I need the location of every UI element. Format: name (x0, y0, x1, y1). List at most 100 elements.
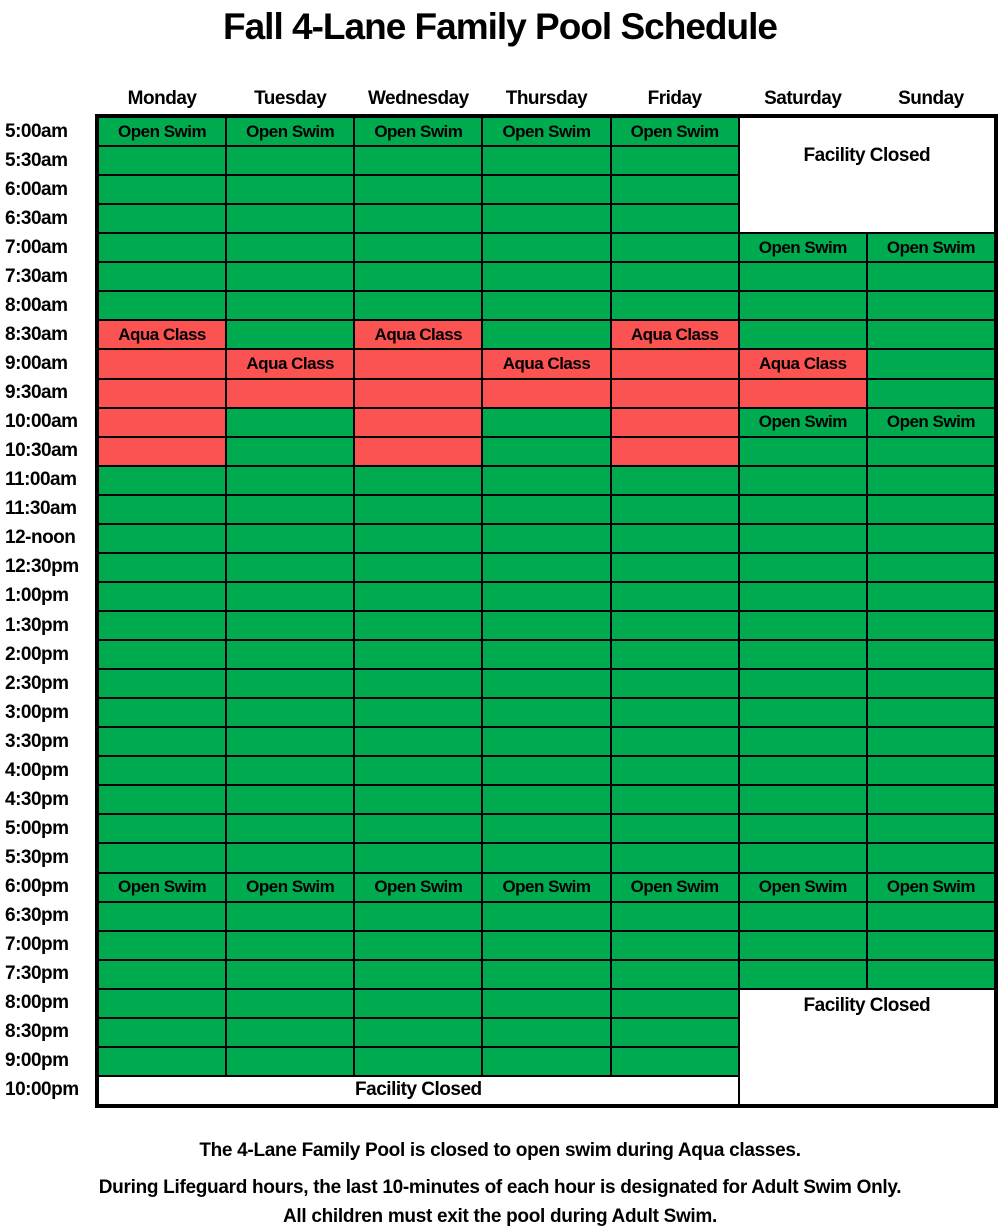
cell-tuesday-5:30pm (227, 844, 354, 872)
cell-thursday-7:30pm (483, 960, 610, 988)
cell-friday-7:30pm (611, 960, 738, 988)
cell-thursday-9:00pm (483, 1047, 610, 1075)
cell-tuesday-9:30am (227, 379, 354, 407)
cell-monday-6:30am (99, 205, 226, 233)
time-label-6:30pm: 6:30pm (5, 905, 69, 927)
cell-tuesday-1:30pm (227, 611, 354, 640)
cell-monday-8:00pm (99, 989, 226, 1017)
time-label-4:30pm: 4:30pm (5, 788, 69, 810)
cell-sunday-4:00pm (867, 757, 994, 785)
time-label-9:30am: 9:30am (5, 382, 68, 404)
cell-tuesday-12:30pm (227, 553, 354, 581)
cell-saturday-10:30am (739, 437, 866, 465)
cell-thursday-2:00pm (483, 641, 610, 669)
cell-friday-4:00pm (611, 757, 738, 785)
cell-thursday-5:00pm (483, 815, 610, 843)
cell-saturday-7:00pm (739, 931, 866, 959)
cell-saturday-10:00am: Open Swim (739, 408, 866, 436)
cell-friday-7:00pm (611, 931, 738, 959)
cell-sunday-4:30pm (867, 786, 994, 814)
cell-saturday-11:00am (739, 466, 866, 494)
cell-monday-11:30am (99, 495, 226, 523)
cell-tuesday-7:30pm (227, 960, 354, 988)
cell-tuesday-11:30am (227, 495, 354, 523)
cell-thursday-4:00pm (483, 757, 610, 785)
time-label-2:30pm: 2:30pm (5, 672, 69, 694)
cell-saturday-6:30pm (739, 902, 866, 930)
cell-saturday-8:30am (739, 321, 866, 349)
cell-wednesday-9:00pm (355, 1047, 482, 1075)
cell-wednesday-5:30am (355, 147, 482, 175)
time-label-8:00pm: 8:00pm (5, 992, 69, 1014)
cell-wednesday-10:30am (355, 437, 482, 465)
cell-monday-7:30am (99, 263, 226, 291)
time-label-2:00pm: 2:00pm (5, 643, 69, 665)
cell-tuesday-5:00pm (227, 815, 354, 843)
time-label-11:00am: 11:00am (5, 469, 77, 491)
cell-friday-9:00am (611, 350, 738, 378)
cell-wednesday-7:00pm (355, 931, 482, 959)
cell-wednesday-8:30pm (355, 1018, 482, 1046)
cell-wednesday-10:00am (355, 408, 482, 436)
cell-wednesday-6:30am (355, 205, 482, 233)
page-title: Fall 4-Lane Family Pool Schedule (223, 6, 778, 47)
cell-sunday-5:00pm (867, 815, 994, 843)
cell-tuesday-7:30am (227, 263, 354, 291)
cell-tuesday-6:00pm: Open Swim (227, 873, 354, 901)
cell-thursday-5:30pm (483, 844, 610, 872)
cell-friday-9:00pm (611, 1047, 738, 1075)
cell-monday-1:30pm (99, 611, 226, 640)
cell-friday-11:30am (611, 495, 738, 523)
time-label-column: 5:00am 5:30am 6:00am 6:30am 7:00am 7:30am 8:00… (5, 118, 93, 1104)
cell-friday-5:00pm (611, 815, 738, 843)
day-header-monday: Monday (127, 88, 197, 109)
cell-friday-6:30pm (611, 902, 738, 930)
cell-monday-5:30am (99, 147, 226, 175)
cell-thursday-7:00pm (483, 931, 610, 959)
time-label-7:00pm: 7:00pm (5, 934, 69, 956)
time-label-12:30pm: 12:30pm (5, 556, 79, 578)
cell-thursday-8:30am (483, 321, 610, 349)
cell-monday-3:30pm (99, 728, 226, 756)
cell-wednesday-12-noon (355, 524, 482, 552)
time-label-12-noon: 12-noon (5, 527, 76, 549)
cell-saturday-3:00pm (739, 699, 866, 727)
cell-friday-1:30pm (611, 611, 738, 640)
cell-sunday-11:30am (867, 495, 994, 523)
cell-thursday-7:30am (483, 263, 610, 291)
cell-monday-8:30am: Aqua Class (99, 321, 226, 349)
cell-wednesday-7:00am (355, 234, 482, 262)
cell-tuesday-12-noon (227, 524, 354, 552)
time-label-7:30am: 7:30am (5, 265, 68, 287)
cell-friday-3:30pm (611, 728, 738, 756)
cell-thursday-8:00pm (483, 989, 610, 1017)
cell-monday-9:30am (99, 379, 226, 407)
cell-thursday-11:00am (483, 466, 610, 494)
cell-tuesday-9:00am: Aqua Class (227, 350, 354, 378)
cell-monday-5:00am: Open Swim (99, 118, 226, 146)
cell-friday-6:30am (611, 205, 738, 233)
cell-sunday-7:30pm (867, 960, 994, 988)
cell-tuesday-7:00am (227, 234, 354, 262)
time-label-5:30pm: 5:30pm (5, 846, 69, 868)
cell-saturday-1:30pm (739, 611, 866, 640)
cell-tuesday-7:00pm (227, 931, 354, 959)
cell-saturday-2:00pm (739, 641, 866, 669)
day-header-saturday: Saturday (764, 88, 842, 109)
facility-closed-weekend-night: Facility Closed (739, 989, 994, 1104)
cell-wednesday-1:00pm (355, 582, 482, 610)
time-label-7:00am: 7:00am (5, 236, 68, 258)
cell-wednesday-8:30am: Aqua Class (355, 321, 482, 349)
cell-friday-5:00am: Open Swim (611, 118, 738, 146)
cell-thursday-1:00pm (483, 582, 610, 610)
cell-wednesday-4:30pm (355, 786, 482, 814)
cell-tuesday-5:30am (227, 147, 354, 175)
facility-closed-weekday-night-label: Facility Closed (355, 1079, 482, 1101)
cell-monday-12:30pm (99, 553, 226, 581)
time-label-9:00pm: 9:00pm (5, 1050, 69, 1072)
cell-monday-1:00pm (99, 582, 226, 610)
time-label-5:30am: 5:30am (5, 149, 68, 171)
time-label-6:00am: 6:00am (5, 178, 68, 200)
cell-saturday-8:00am (739, 292, 866, 320)
cell-wednesday-11:00am (355, 466, 482, 494)
